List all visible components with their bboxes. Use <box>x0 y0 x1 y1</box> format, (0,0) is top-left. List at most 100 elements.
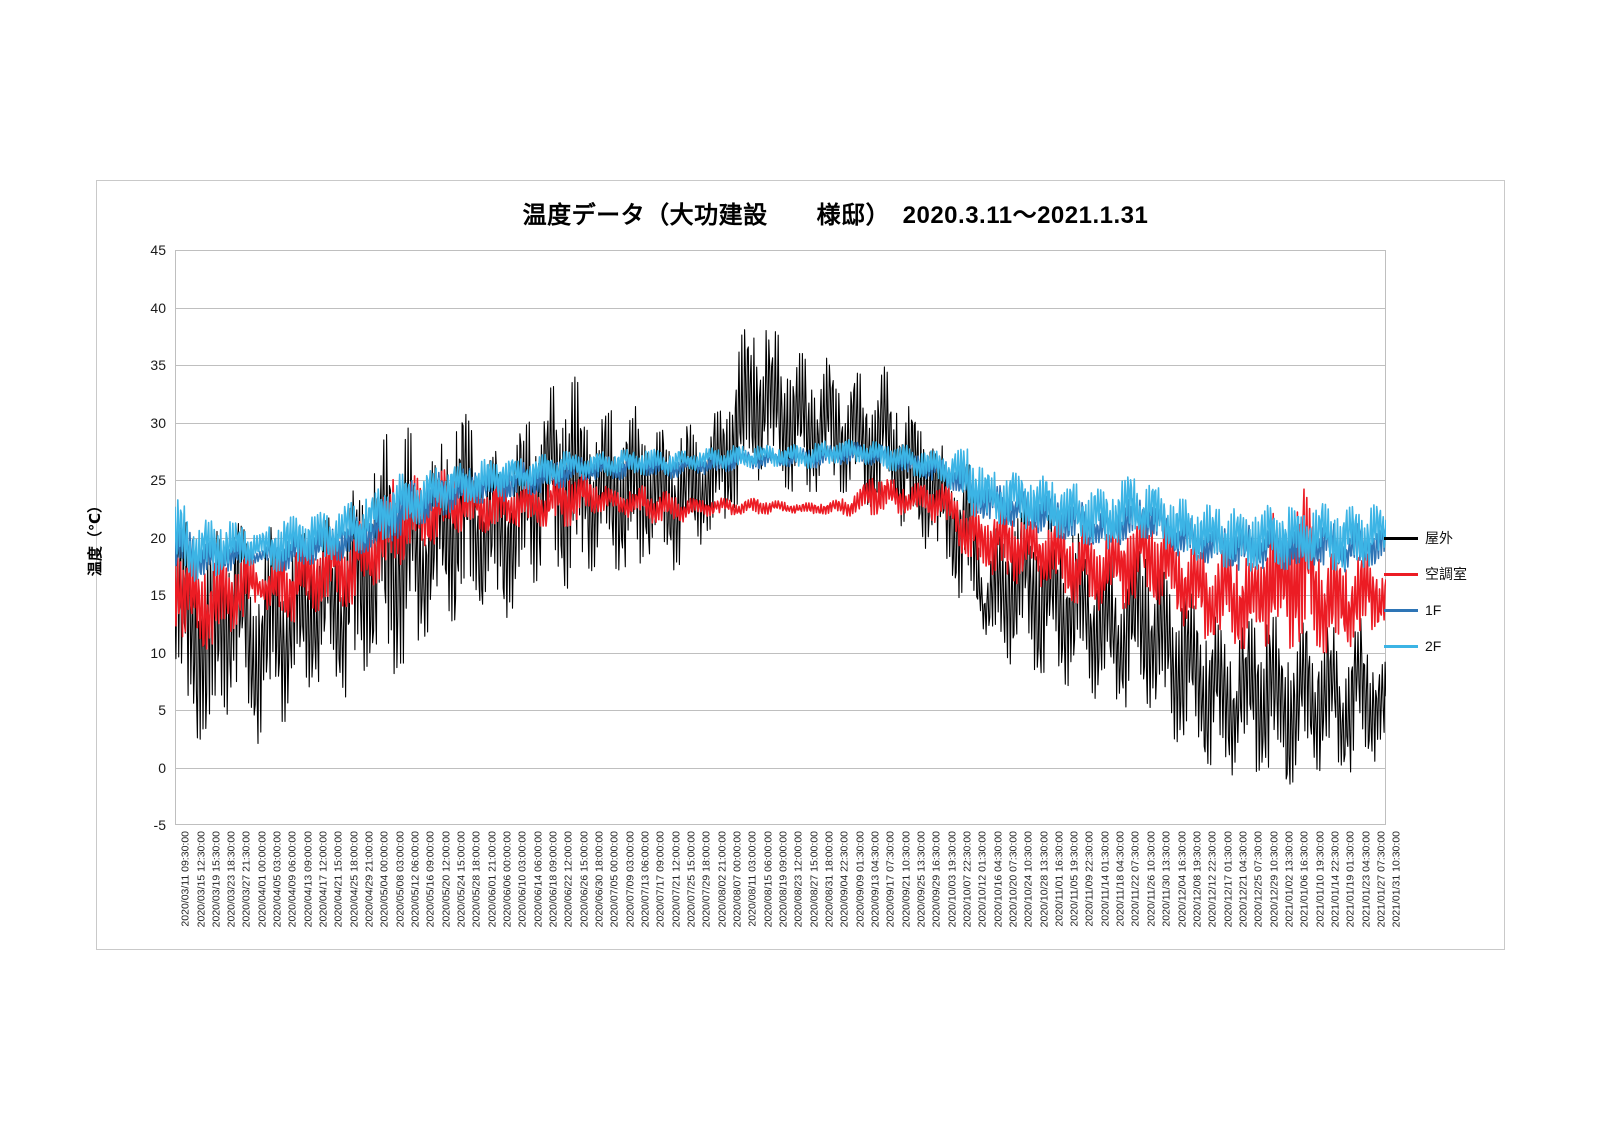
x-axis-tick-label: 2021/01/06 16:30:00 <box>1298 831 1311 928</box>
x-axis-tick-label: 2021/01/27 07:30:00 <box>1375 831 1388 928</box>
x-axis-tick-label: 2020/05/28 18:00:00 <box>470 831 483 928</box>
y-axis-tick-label: 25 <box>150 472 166 488</box>
x-axis-tick-label: 2020/06/18 09:00:00 <box>547 831 560 928</box>
x-axis-tick-label: 2020/04/01 00:00:00 <box>256 831 269 928</box>
x-axis-tick-label: 2020/10/24 10:30:00 <box>1022 831 1035 928</box>
x-axis-tick-label: 2020/12/04 16:30:00 <box>1175 831 1188 928</box>
x-axis-tick-label: 2020/06/01 21:00:00 <box>486 831 499 928</box>
x-axis-tick-label: 2020/08/27 15:00:00 <box>808 831 820 928</box>
x-axis-tick-label: 2020/07/09 03:00:00 <box>624 831 637 928</box>
x-axis-tick-label: 2020/07/21 12:00:00 <box>670 831 683 928</box>
legend-label-outdoor: 屋外 <box>1425 530 1453 546</box>
x-axis-tick-label: 2020/12/12 22:30:00 <box>1206 831 1219 928</box>
plot-area <box>175 250 1386 825</box>
x-axis-tick-label: 2020/07/29 18:00:00 <box>700 831 713 928</box>
y-axis-tick-label: 35 <box>150 357 166 373</box>
legend-item-ac-room: 空調室 <box>1384 556 1504 592</box>
x-axis-tick-label: 2020/04/13 09:00:00 <box>302 831 315 928</box>
legend-label-floor-1: 1F <box>1425 602 1442 618</box>
series-line-ac-room <box>175 469 1386 654</box>
x-axis-tick-label: 2020/05/08 03:00:00 <box>394 831 407 928</box>
x-axis-tick-label: 2020/07/17 09:00:00 <box>654 831 667 928</box>
y-axis-tick-label: 5 <box>158 702 166 718</box>
x-axis-tick-label: 2020/11/22 07:30:00 <box>1129 831 1142 927</box>
x-axis-tick-label: 2020/11/01 16:30:00 <box>1053 831 1066 927</box>
x-axis-tick-label: 2020/06/14 06:00:00 <box>532 831 545 928</box>
y-axis-title-text: 温度（℃） <box>87 497 104 577</box>
x-axis-tick-label: 2020/12/29 10:30:00 <box>1267 831 1280 928</box>
x-axis-tick-label: 2020/08/15 06:00:00 <box>762 831 775 928</box>
x-axis-tick-label: 2020/12/25 07:30:00 <box>1252 831 1265 928</box>
x-axis-tick-label: 2021/01/19 01:30:00 <box>1344 831 1357 928</box>
x-axis-tick-label: 2020/06/06 00:00:00 <box>501 831 514 928</box>
x-axis-tick-label: 2020/04/09 06:00:00 <box>286 831 299 928</box>
x-axis-tick-label: 2020/07/05 00:00:00 <box>608 831 621 928</box>
y-axis-tick-label: -5 <box>153 817 166 833</box>
x-axis-tick-label: 2020/05/12 06:00:00 <box>409 831 422 928</box>
x-axis-tick-label: 2020/08/31 18:00:00 <box>823 831 836 928</box>
x-axis-tick-label: 2020/06/10 03:00:00 <box>516 831 529 928</box>
x-axis-tick-label: 2020/10/28 13:30:00 <box>1037 831 1050 928</box>
x-axis-tick-label: 2020/04/21 15:00:00 <box>332 831 345 928</box>
legend-item-floor-1: 1F <box>1384 592 1504 628</box>
x-axis-tick-label: 2020/11/26 10:30:00 <box>1145 831 1158 927</box>
legend-line-floor-2 <box>1384 644 1418 648</box>
x-axis-tick-label: 2020/04/25 18:00:00 <box>348 831 361 928</box>
legend-item-outdoor: 屋外 <box>1384 520 1504 556</box>
x-axis-tick-label: 2020/08/07 00:00:00 <box>731 831 744 928</box>
x-axis-tick-label: 2020/11/05 19:30:00 <box>1068 831 1081 927</box>
chart-title: 温度データ（大功建設 様邸） 2020.3.11～2021.1.31 <box>522 202 1149 229</box>
x-axis-tick-label: 2021/01/10 19:30:00 <box>1313 831 1326 928</box>
y-axis-tick-label: 30 <box>150 414 166 431</box>
x-axis-tick-label: 2021/01/31 10:30:00 <box>1390 831 1403 928</box>
y-axis-tick-label: 20 <box>150 529 166 546</box>
x-axis-tick-label: 2020/10/12 01:30:00 <box>976 831 989 928</box>
x-axis-tick-label: 2020/12/08 19:30:00 <box>1191 831 1204 928</box>
x-axis-tick-label: 2020/04/17 12:00:00 <box>317 831 330 928</box>
x-axis-tick-label: 2021/01/14 22:30:00 <box>1329 831 1342 928</box>
x-axis-tick-label: 2021/01/23 04:30:00 <box>1359 831 1372 928</box>
legend-line-floor-1 <box>1384 608 1418 612</box>
y-axis-tick-label: 10 <box>150 644 166 661</box>
x-axis-tick-label: 2020/11/30 13:30:00 <box>1160 831 1173 927</box>
x-axis-tick-label: 2020/09/25 13:30:00 <box>915 831 928 928</box>
x-axis-tick-label: 2020/03/23 18:30:00 <box>225 831 238 928</box>
y-axis-tick-label: 40 <box>150 299 166 316</box>
x-axis-tick-label: 2020/05/20 12:00:00 <box>440 831 453 928</box>
legend-label-ac-room: 空調室 <box>1425 566 1467 582</box>
x-axis-tick-label: 2020/05/16 09:00:00 <box>424 831 437 928</box>
x-axis-tick-label: 2020/04/05 03:00:00 <box>271 831 284 928</box>
x-axis-tick-label: 2020/07/25 15:00:00 <box>685 831 698 928</box>
x-axis-tick-label: 2020/06/26 15:00:00 <box>578 831 591 928</box>
legend-line-ac-room <box>1384 572 1418 576</box>
series-line-floor-1 <box>175 441 1386 579</box>
legend-line-outdoor <box>1384 536 1418 540</box>
y-axis-tick-label: 0 <box>158 759 166 776</box>
x-axis-tick-label: 2020/11/09 22:30:00 <box>1083 831 1096 927</box>
x-axis-tick-label: 2020/09/13 04:30:00 <box>869 831 882 928</box>
x-axis-tick-label: 2020/11/18 04:30:00 <box>1114 831 1127 927</box>
legend-label-floor-2: 2F <box>1425 638 1442 654</box>
x-axis-tick-label: 2020/06/22 12:00:00 <box>562 831 575 928</box>
x-axis-tick-label: 2020/09/17 07:30:00 <box>884 831 897 928</box>
x-axis-tick-label: 2020/10/16 04:30:00 <box>991 831 1004 928</box>
x-axis-tick-label: 2020/03/19 15:30:00 <box>210 831 223 928</box>
x-axis-tick-label: 2020/03/15 12:30:00 <box>194 831 207 928</box>
x-axis-tick-label: 2020/09/04 22:30:00 <box>838 831 851 928</box>
chart-legend: 屋外空調室 1F 2F <box>1384 520 1504 664</box>
series-line-floor-2 <box>175 439 1386 582</box>
x-axis-tick-label: 2020/09/29 16:30:00 <box>930 831 943 928</box>
y-axis-tick-label: 15 <box>150 587 166 603</box>
x-axis-tick-label: 2020/08/02 21:00:00 <box>716 831 729 928</box>
series-lines <box>175 329 1386 785</box>
x-axis-tick-label: 2020/10/03 19:30:00 <box>945 831 958 928</box>
x-axis-tick-label: 2020/10/20 07:30:00 <box>1007 831 1020 928</box>
x-axis-tick-label: 2020/03/11 09:30:00 <box>179 831 192 927</box>
x-axis-tick-label: 2020/05/24 15:00:00 <box>455 831 468 928</box>
x-axis-tick-label: 2020/04/29 21:00:00 <box>363 831 376 928</box>
x-axis-tick-label: 2020/08/19 09:00:00 <box>777 831 790 928</box>
x-axis-tick-label: 2020/09/09 01:30:00 <box>853 831 866 928</box>
x-axis-tick-label: 2020/03/27 21:30:00 <box>240 831 253 928</box>
x-axis-tick-label: 2020/06/30 18:00:00 <box>593 831 606 928</box>
